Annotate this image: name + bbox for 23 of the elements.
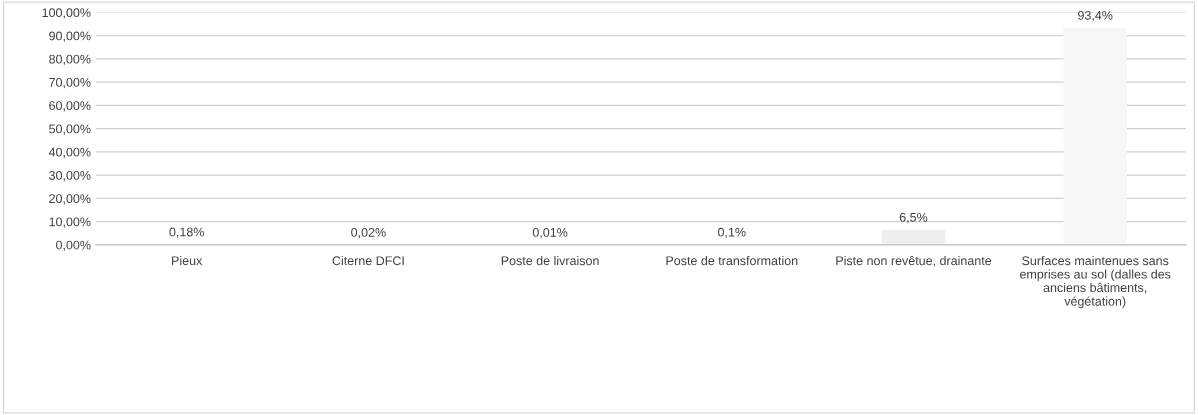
y-tick-label: 20,00%	[49, 194, 91, 205]
x-tick-label: Surfaces maintenues sans emprises au sol (dalles des anciens bâtiments, végétation)	[1019, 255, 1171, 309]
data-label: 0,1%	[718, 227, 746, 239]
y-tick-label: 60,00%	[49, 101, 91, 112]
data-label: 93,4%	[1078, 10, 1113, 22]
y-tick-label: 30,00%	[49, 170, 91, 182]
y-tick-label: 100,00%	[42, 8, 91, 19]
y-tick-label: 80,00%	[49, 54, 91, 66]
data-label: 6,5%	[899, 212, 928, 224]
y-tick-label: 50,00%	[49, 124, 91, 135]
y-tick-label: 10,00%	[49, 217, 91, 228]
x-tick-label: Piste non revêtue, drainante	[836, 255, 992, 267]
x-tick-label: Citerne DFCI	[332, 255, 404, 266]
y-tick-label: 40,00%	[48, 147, 91, 159]
data-label: 0,02%	[351, 227, 386, 239]
data-label: 0,01%	[532, 227, 568, 239]
x-tick-label: Poste de transformation	[666, 255, 798, 266]
y-tick-label: 90,00%	[49, 31, 91, 42]
data-label: 0,18%	[169, 227, 204, 238]
x-tick-label: Pieux	[172, 255, 203, 266]
y-tick-label: 70,00%	[49, 77, 91, 89]
x-tick-label: Poste de livraison	[501, 255, 599, 266]
y-tick-label: 0,00%	[56, 240, 91, 251]
